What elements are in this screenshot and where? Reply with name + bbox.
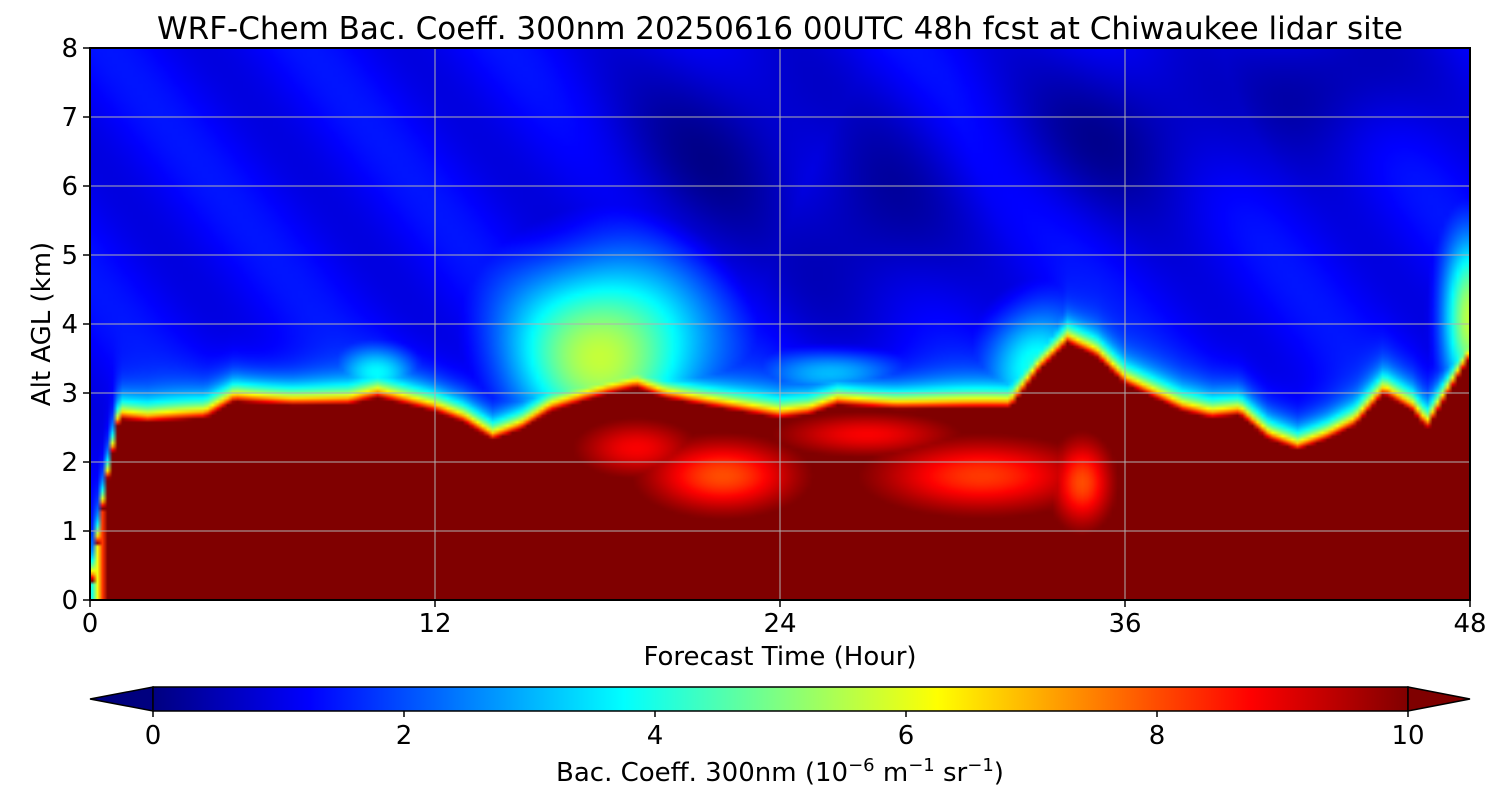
- y-tick-label: 8: [61, 34, 78, 64]
- x-tick-label: 0: [82, 609, 99, 639]
- x-tick-label: 24: [763, 609, 796, 639]
- x-axis-label: Forecast Time (Hour): [643, 642, 916, 672]
- colorbar-tick-label: 8: [1149, 721, 1166, 751]
- colorbar-gradient: [152, 686, 1409, 712]
- colorbar-extend-min: [89, 686, 154, 712]
- colorbar-extend-max: [1407, 686, 1471, 712]
- colorbar-ticks: 0 2 4 6 8 10: [145, 711, 1425, 751]
- x-tick-label: 36: [1108, 609, 1141, 639]
- x-tick-label: 48: [1453, 609, 1486, 639]
- colorbar-label: Bac. Coeff. 300nm (10−6 m−1 sr−1): [556, 755, 1004, 788]
- x-axis: 0 12 24 36 48: [82, 600, 1487, 639]
- colorbar-tick-label: 0: [145, 721, 162, 751]
- y-axis-label: Alt AGL (km): [27, 242, 57, 406]
- colorbar: 0 2 4 6 8 10 Bac. Coeff. 300nm (10−6 m−1 sr−1…: [89, 686, 1471, 788]
- y-tick-label: 1: [61, 517, 78, 547]
- y-tick-label: 7: [61, 103, 78, 133]
- y-tick-label: 4: [61, 310, 78, 340]
- colorbar-tick-label: 6: [898, 721, 915, 751]
- y-tick-label: 3: [61, 379, 78, 409]
- chart-title: WRF-Chem Bac. Coeff. 300nm 20250616 00UT…: [157, 11, 1403, 47]
- y-tick-label: 2: [61, 448, 78, 478]
- colorbar-tick-label: 2: [396, 721, 413, 751]
- x-tick-label: 12: [418, 609, 451, 639]
- colorbar-tick-label: 10: [1391, 721, 1424, 751]
- y-tick-label: 6: [61, 172, 78, 202]
- y-tick-label: 0: [61, 586, 78, 616]
- y-axis: 0 1 2 3 4 5 6 7 8: [61, 34, 90, 616]
- y-tick-label: 5: [61, 241, 78, 271]
- colorbar-tick-label: 4: [647, 721, 664, 751]
